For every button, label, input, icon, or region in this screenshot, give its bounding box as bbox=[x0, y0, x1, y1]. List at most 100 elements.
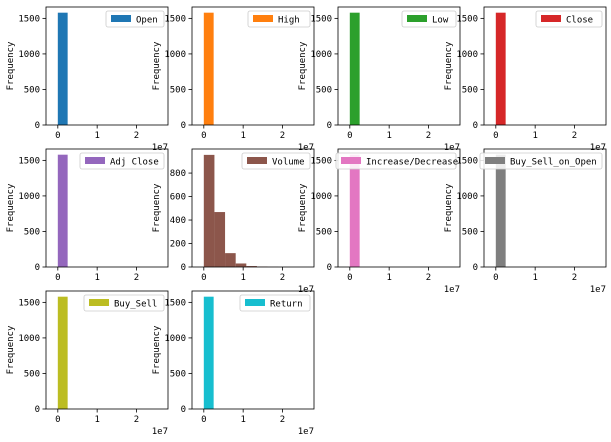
y-axis-label: Frequency bbox=[6, 325, 16, 374]
y-axis-label: Frequency bbox=[444, 183, 454, 232]
x-tick-label: 2 bbox=[134, 273, 139, 283]
y-tick-label: 1500 bbox=[18, 14, 40, 24]
x-tick-label: 1 bbox=[532, 273, 537, 283]
y-tick-label: 1500 bbox=[164, 14, 186, 24]
x-offset-label: 1e7 bbox=[444, 143, 460, 153]
x-tick-label: 2 bbox=[134, 415, 139, 425]
histogram-bar bbox=[349, 154, 360, 267]
legend-label: Increase/Decrease bbox=[366, 158, 458, 168]
axes-frame bbox=[45, 148, 169, 268]
x-tick-label: 2 bbox=[426, 273, 431, 283]
histogram-panel-3: 0 1 2 0 500 1000 1500 Frequency 1e7 Close bbox=[444, 6, 607, 153]
y-tick-label: 1000 bbox=[164, 334, 186, 344]
y-tick-label: 500 bbox=[316, 85, 332, 95]
x-tick-label: 0 bbox=[347, 273, 352, 283]
histogram-bar bbox=[57, 296, 68, 409]
y-tick-label: 0 bbox=[35, 263, 40, 273]
y-tick-label: 500 bbox=[462, 227, 478, 237]
histogram-panel-1: 0 1 2 0 500 1000 1500 Frequency 1e7 High bbox=[152, 6, 315, 153]
y-tick-label: 1000 bbox=[18, 50, 40, 60]
y-tick-label: 1000 bbox=[310, 192, 332, 202]
y-tick-label: 1000 bbox=[18, 192, 40, 202]
axes-frame bbox=[483, 6, 607, 126]
x-tick-label: 2 bbox=[572, 273, 577, 283]
y-tick-label: 0 bbox=[181, 263, 186, 273]
histogram-bar bbox=[57, 154, 68, 267]
x-offset-label: 1e7 bbox=[298, 285, 314, 295]
legend-box bbox=[479, 152, 603, 170]
legend-swatch bbox=[407, 15, 427, 22]
x-tick-label: 0 bbox=[347, 131, 352, 141]
x-tick-label: 0 bbox=[55, 273, 60, 283]
x-tick-label: 2 bbox=[280, 415, 285, 425]
legend-swatch bbox=[341, 157, 361, 164]
histogram-bar bbox=[349, 12, 360, 126]
y-tick-label: 1000 bbox=[456, 192, 478, 202]
axes-frame bbox=[337, 148, 461, 268]
x-tick-label: 0 bbox=[201, 273, 206, 283]
legend-swatch bbox=[247, 157, 267, 164]
histogram-panel-4: 0 1 2 0 500 1000 1500 Frequency Adj Close bbox=[6, 148, 169, 283]
histogram-panel-5: 0 1 2 0 200 400 600 800 Frequency 1e7 Volume bbox=[152, 148, 315, 295]
y-tick-label: 0 bbox=[35, 405, 40, 415]
legend-swatch bbox=[253, 15, 273, 22]
y-axis-label: Frequency bbox=[298, 183, 308, 232]
histogram-bar bbox=[495, 12, 506, 126]
y-tick-label: 0 bbox=[327, 263, 332, 273]
y-tick-label: 200 bbox=[170, 240, 186, 250]
histogram-panel-8: 0 1 2 0 500 1000 1500 Frequency 1e7 Buy_Sell bbox=[6, 290, 169, 437]
legend-label: Adj Close bbox=[110, 158, 159, 168]
axes-frame bbox=[337, 6, 461, 126]
x-tick-label: 0 bbox=[55, 415, 60, 425]
x-offset-label: 1e7 bbox=[590, 143, 606, 153]
x-offset-label: 1e7 bbox=[444, 285, 460, 295]
y-tick-label: 0 bbox=[181, 121, 186, 131]
x-offset-label: 1e7 bbox=[152, 143, 168, 153]
y-tick-label: 1500 bbox=[18, 298, 40, 308]
x-tick-label: 1 bbox=[94, 131, 99, 141]
x-tick-label: 1 bbox=[240, 273, 245, 283]
y-tick-label: 0 bbox=[473, 121, 478, 131]
legend-label: Close bbox=[566, 16, 593, 26]
legend-label: Open bbox=[136, 16, 158, 26]
y-axis-label: Frequency bbox=[6, 183, 16, 232]
y-tick-label: 0 bbox=[35, 121, 40, 131]
y-axis-label: Frequency bbox=[152, 183, 162, 232]
histogram-panel-6: 0 1 2 0 500 1000 1500 Frequency 1e7 Increase/Decr… bbox=[298, 148, 461, 295]
x-offset-label: 1e7 bbox=[298, 143, 314, 153]
histogram-panel-0: 0 1 2 0 500 1000 1500 Frequency 1e7 Open bbox=[6, 6, 169, 153]
y-tick-label: 500 bbox=[170, 369, 186, 379]
legend-label: Buy_Sell_on_Open bbox=[510, 158, 597, 168]
legend-label: High bbox=[278, 16, 300, 26]
histogram-bar bbox=[203, 12, 214, 126]
y-tick-label: 1500 bbox=[456, 14, 478, 24]
y-tick-label: 0 bbox=[473, 263, 478, 273]
y-tick-label: 500 bbox=[462, 85, 478, 95]
legend-box bbox=[335, 152, 457, 170]
legend-label: Low bbox=[432, 16, 449, 26]
legend-swatch bbox=[89, 299, 109, 306]
y-tick-label: 1000 bbox=[310, 50, 332, 60]
x-tick-label: 1 bbox=[94, 273, 99, 283]
x-tick-label: 1 bbox=[240, 415, 245, 425]
x-tick-label: 0 bbox=[493, 131, 498, 141]
x-tick-label: 2 bbox=[572, 131, 577, 141]
y-tick-label: 500 bbox=[24, 85, 40, 95]
legend-swatch bbox=[245, 299, 265, 306]
y-tick-label: 1500 bbox=[310, 156, 332, 166]
x-tick-label: 2 bbox=[280, 273, 285, 283]
axes-frame bbox=[45, 290, 169, 410]
histogram-bar bbox=[203, 154, 215, 267]
histogram-bar bbox=[214, 212, 226, 267]
x-offset-label: 1e7 bbox=[298, 427, 314, 437]
y-tick-label: 600 bbox=[170, 193, 186, 203]
y-tick-label: 500 bbox=[316, 227, 332, 237]
x-tick-label: 2 bbox=[134, 131, 139, 141]
y-tick-label: 1000 bbox=[18, 334, 40, 344]
x-tick-label: 1 bbox=[386, 131, 391, 141]
x-tick-label: 1 bbox=[240, 131, 245, 141]
x-tick-label: 1 bbox=[94, 415, 99, 425]
axes-frame bbox=[45, 6, 169, 126]
x-tick-label: 0 bbox=[493, 273, 498, 283]
